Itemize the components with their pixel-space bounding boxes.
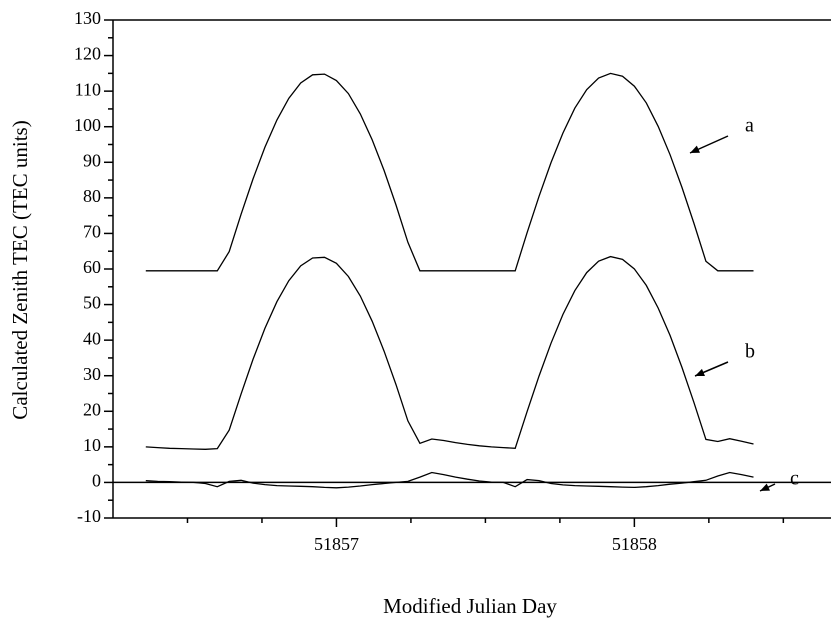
series-line <box>145 471 754 489</box>
y-tick-label: 30 <box>83 364 101 384</box>
y-tick-label: 20 <box>83 399 101 419</box>
arrow-head <box>690 145 700 153</box>
series-label: b <box>745 341 755 363</box>
y-tick-label: 120 <box>74 44 101 64</box>
y-tick-label: 90 <box>83 150 101 170</box>
x-tick-label: 51858 <box>612 534 657 554</box>
y-tick-label: 50 <box>83 293 101 313</box>
arrow-head <box>760 483 770 491</box>
series-label: c <box>790 468 799 490</box>
y-tick-label: 10 <box>83 435 101 455</box>
y-tick-label: 100 <box>74 115 101 135</box>
y-tick-label: 80 <box>83 186 101 206</box>
y-tick-label: 110 <box>75 79 101 99</box>
series-line <box>145 72 754 272</box>
y-tick-label: 0 <box>92 471 101 491</box>
arrow-head <box>695 368 705 376</box>
x-tick-label: 51857 <box>314 534 359 554</box>
y-axis-title: Calculated Zenith TEC (TEC units) <box>8 120 32 419</box>
series-label: a <box>745 115 754 137</box>
y-tick-label: 130 <box>74 8 101 28</box>
x-axis-title: Modified Julian Day <box>383 594 557 618</box>
series-line <box>145 255 754 450</box>
y-tick-label: 60 <box>83 257 101 277</box>
y-tick-label: -10 <box>77 506 101 526</box>
y-tick-label: 70 <box>83 222 101 242</box>
y-tick-label: 40 <box>83 328 101 348</box>
